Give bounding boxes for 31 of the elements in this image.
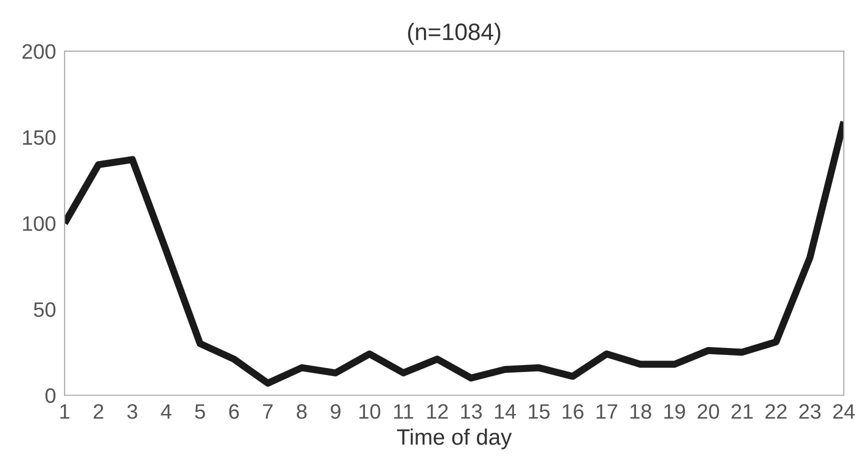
x-tick-label: 24 — [833, 404, 855, 419]
x-tick-label: 2 — [94, 404, 104, 419]
x-tick-label: 16 — [562, 404, 584, 419]
y-tick-label: 200 — [22, 44, 56, 59]
x-tick-label: 12 — [427, 404, 448, 419]
y-tick-label: 150 — [23, 130, 56, 145]
x-tick-label: 4 — [160, 404, 172, 419]
chart-title: (n=1084) — [408, 22, 500, 45]
x-tick-label: 20 — [698, 404, 720, 419]
y-tick-label: 50 — [34, 302, 56, 317]
x-tick-label: 6 — [229, 404, 239, 419]
x-tick-label: 3 — [127, 404, 138, 419]
x-tick-label: 9 — [330, 404, 340, 419]
x-tick-label: 23 — [799, 404, 821, 419]
x-axis-title: Time of day — [397, 428, 512, 450]
x-tick-label: 10 — [359, 404, 380, 419]
x-tick-label: 15 — [528, 404, 550, 419]
x-tick-label: 14 — [495, 404, 516, 419]
x-tick-label: 5 — [195, 404, 206, 419]
x-tick-label: 13 — [461, 404, 482, 419]
x-tick-label: 22 — [765, 404, 787, 419]
x-tick-label: 17 — [596, 404, 618, 419]
x-tick-label: 11 — [394, 404, 414, 419]
y-tick-label: 0 — [45, 388, 56, 404]
x-tick-label: 7 — [263, 404, 273, 419]
x-tick-label: 19 — [664, 404, 685, 419]
x-tick-label: 21 — [732, 404, 753, 419]
x-tick-label: 8 — [296, 404, 307, 419]
x-tick-label: 18 — [630, 404, 652, 419]
y-tick-label: 100 — [23, 216, 56, 231]
x-tick-label: 1 — [60, 404, 70, 419]
